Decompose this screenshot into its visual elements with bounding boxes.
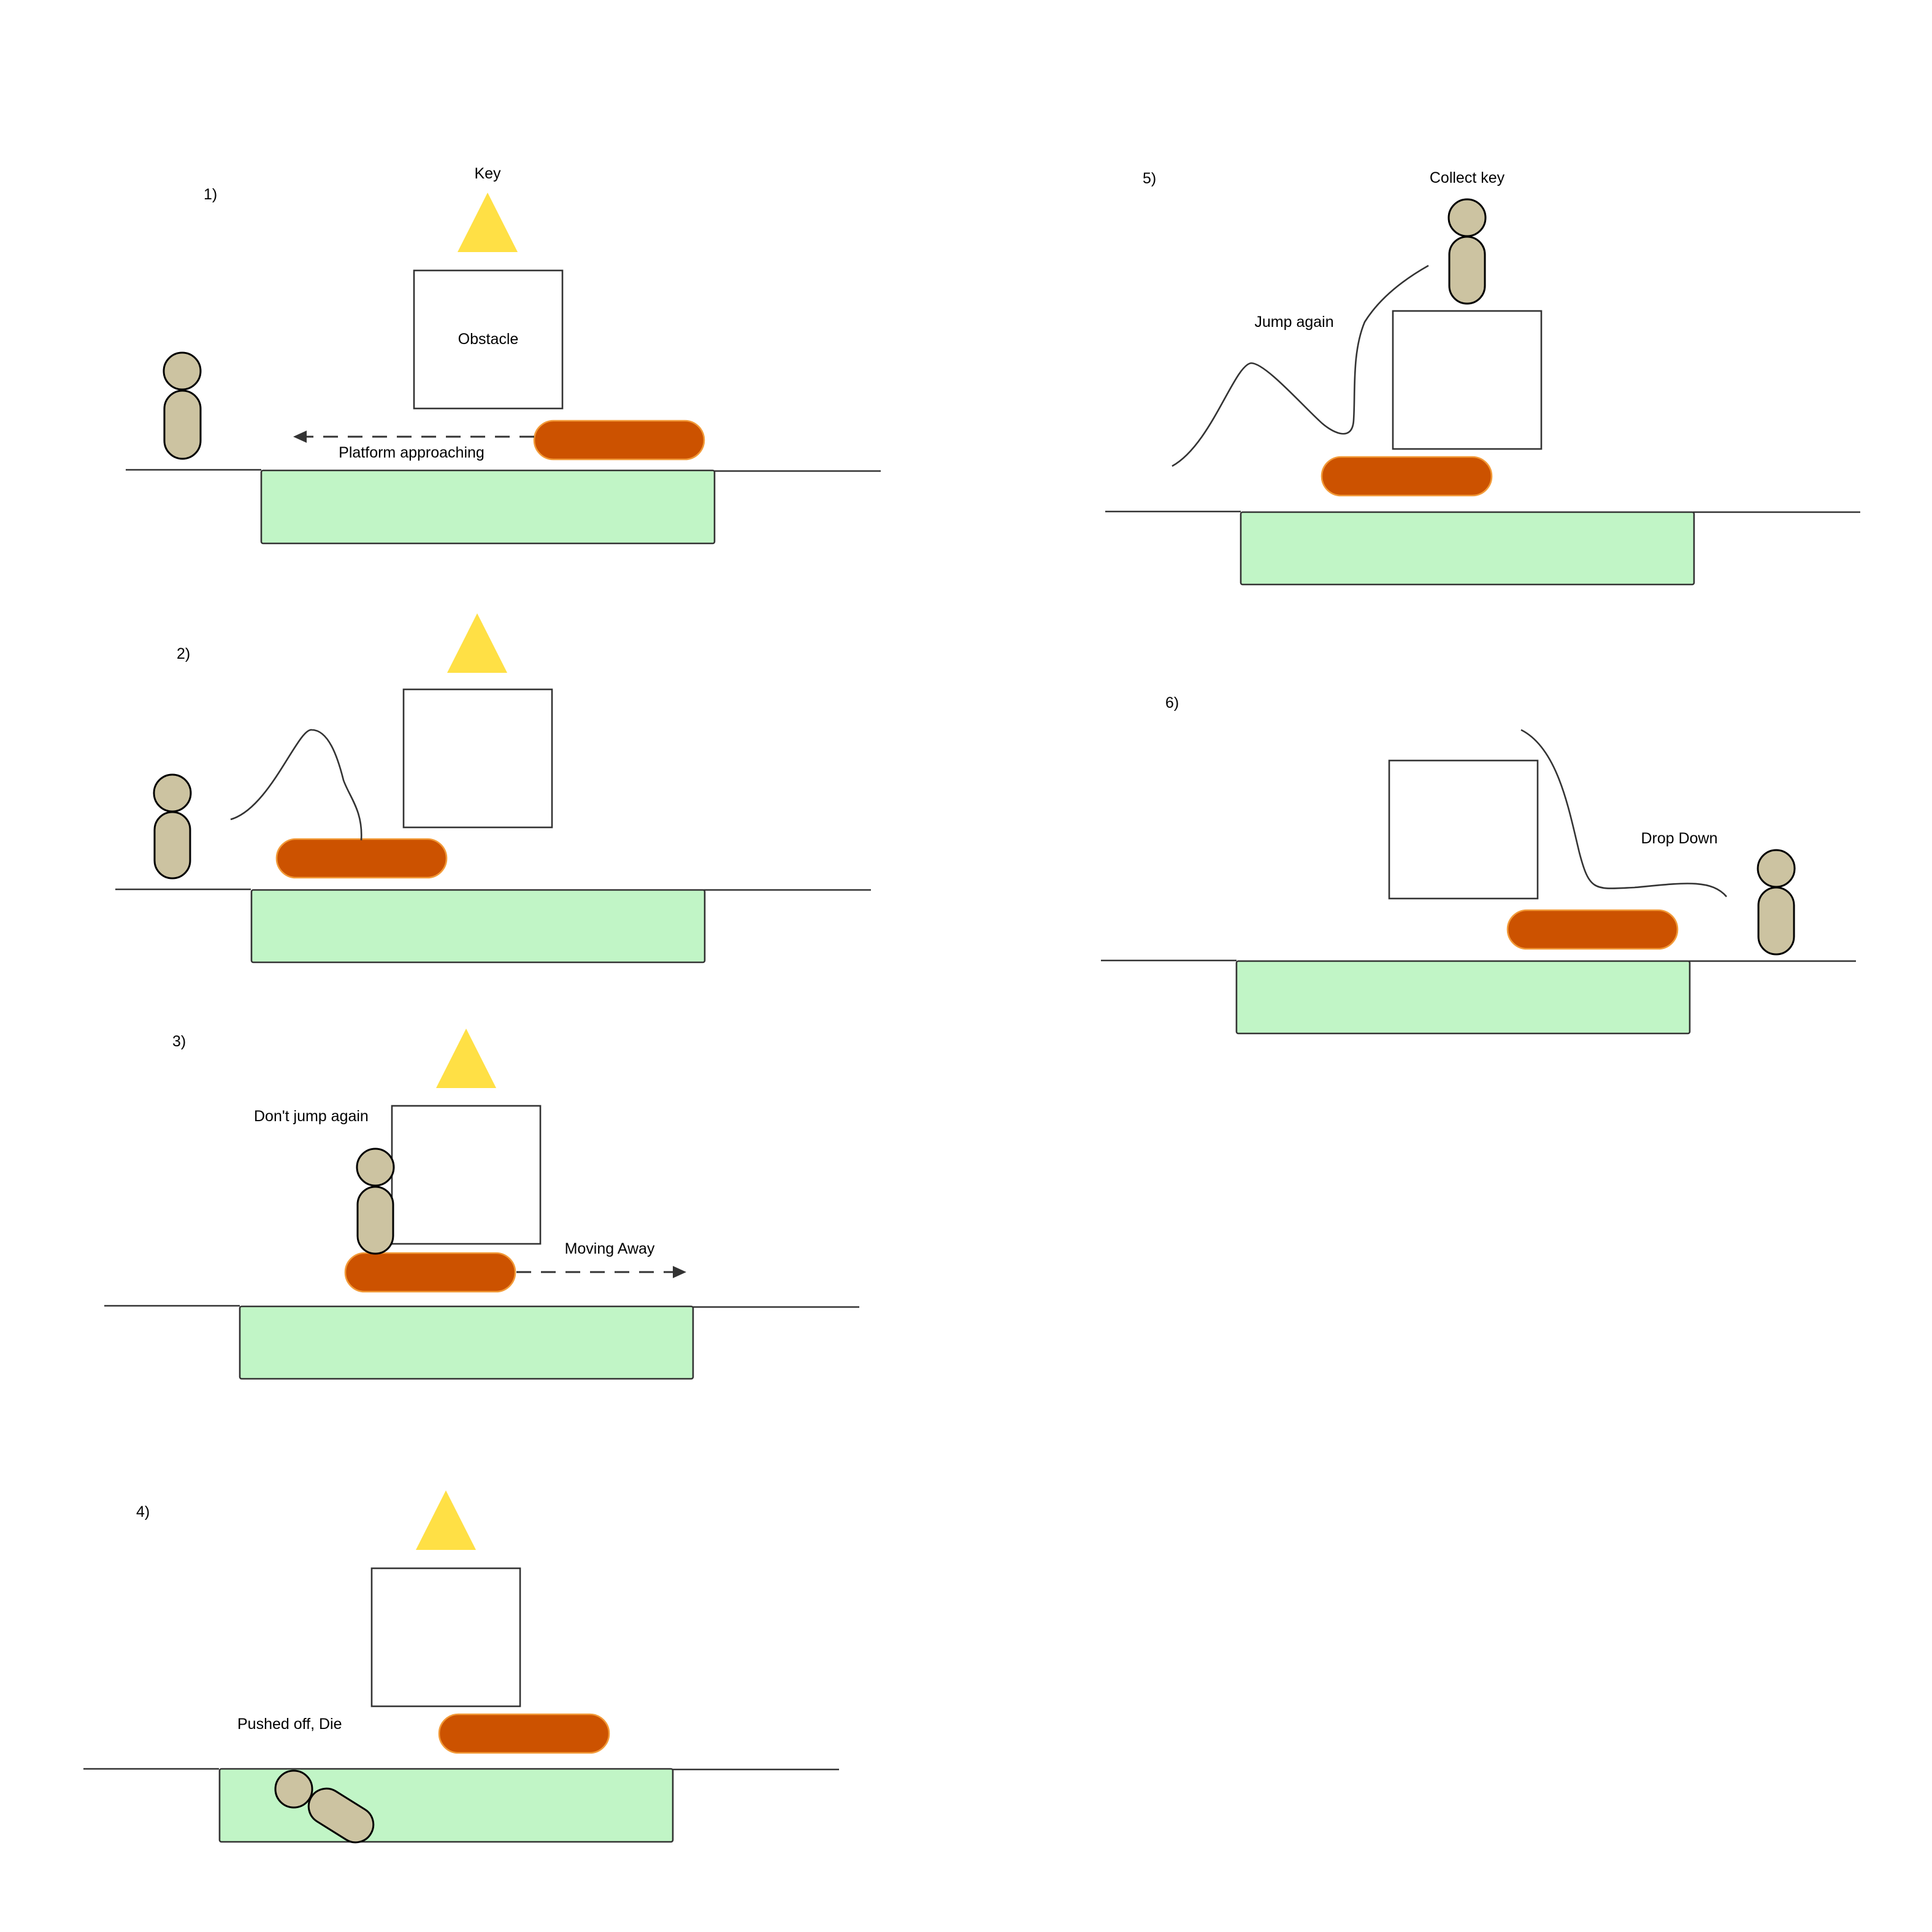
- panel-3-key-icon: [436, 1029, 496, 1088]
- panel-1-motion-label: Platform approaching: [339, 444, 485, 461]
- panel-1-obstacle: [413, 269, 564, 410]
- panel-1-key-label: Key: [474, 165, 501, 182]
- panel-6-pit: [1235, 960, 1691, 1035]
- panel-1: 1) Key Obstacle Platform approaching: [126, 165, 881, 545]
- character-head-icon: [1757, 849, 1796, 888]
- panel-4-fallen-character: [274, 1769, 375, 1844]
- character-head-icon: [1447, 198, 1487, 237]
- panel-6-player-character: [1757, 849, 1796, 956]
- panel-4-number: 4): [136, 1503, 150, 1520]
- panel-2-moving-platform: [275, 838, 448, 879]
- panel-5-player-character: [1447, 198, 1487, 305]
- panel-2-number: 2): [177, 645, 190, 662]
- character-body-icon: [307, 1787, 375, 1844]
- character-head-icon: [274, 1769, 313, 1809]
- panel-6: 6) Drop Down: [1101, 694, 1856, 1035]
- panel-3-moving-platform: [344, 1252, 516, 1293]
- panel-2-key-icon: [447, 613, 507, 673]
- panel-5-goal-label: Collect key: [1430, 169, 1505, 186]
- panel-5-moving-platform: [1321, 456, 1493, 497]
- panel-1-key-icon: [458, 193, 518, 252]
- panel-1-number: 1): [204, 186, 217, 203]
- character-head-icon: [153, 773, 192, 813]
- panel-5: 5) Collect key Jump again: [1105, 169, 1860, 586]
- panel-5-pit: [1240, 511, 1695, 586]
- panel-4-key-icon: [416, 1490, 476, 1550]
- panel-3-arrow-head-icon: [673, 1266, 686, 1278]
- panel-6-obstacle: [1388, 759, 1539, 900]
- panel-3-pit: [239, 1305, 694, 1380]
- panel-1-player-character: [163, 351, 202, 460]
- panel-1-pit: [260, 469, 716, 545]
- character-head-icon: [163, 351, 202, 391]
- panel-3-player-character: [356, 1148, 395, 1255]
- panel-1-arrow-head-icon: [293, 431, 307, 443]
- character-head-icon: [356, 1148, 395, 1187]
- panel-2: 2): [115, 613, 871, 964]
- character-body-icon: [163, 389, 202, 460]
- panel-4-note-label: Pushed off, Die: [237, 1715, 342, 1733]
- panel-2-obstacle: [402, 688, 553, 829]
- panel-1-moving-platform: [533, 420, 705, 461]
- panel-6-moving-platform: [1506, 909, 1679, 950]
- panel-6-drop-path: [1520, 729, 1727, 897]
- panel-3-obstacle: [391, 1105, 542, 1245]
- panel-2-player-character: [153, 773, 192, 880]
- panel-3-note-label: Don't jump again: [254, 1108, 369, 1125]
- panel-6-number: 6): [1165, 694, 1179, 711]
- panel-4-obstacle: [370, 1567, 521, 1708]
- character-body-icon: [1757, 886, 1795, 956]
- panel-4: 4) Pushed off, Die: [83, 1490, 839, 1844]
- panel-5-obstacle: [1392, 310, 1543, 450]
- panel-1-obstacle-label: Obstacle: [458, 331, 519, 348]
- panel-3-motion-label: Moving Away: [565, 1240, 655, 1257]
- character-body-icon: [356, 1186, 394, 1255]
- panel-2-pit: [250, 889, 706, 964]
- panel-3-number: 3): [172, 1033, 186, 1050]
- panel-5-jump-path: [1171, 264, 1429, 467]
- panel-5-note-label: Jump again: [1254, 313, 1333, 331]
- panel-5-number: 5): [1143, 170, 1156, 187]
- panel-4-moving-platform: [438, 1713, 610, 1754]
- character-body-icon: [153, 811, 191, 880]
- panel-3: 3) Don't jump again Moving Away: [104, 1029, 859, 1380]
- panel-2-jump-path: [230, 729, 362, 841]
- panel-6-note-label: Drop Down: [1641, 830, 1717, 847]
- character-body-icon: [1448, 236, 1486, 305]
